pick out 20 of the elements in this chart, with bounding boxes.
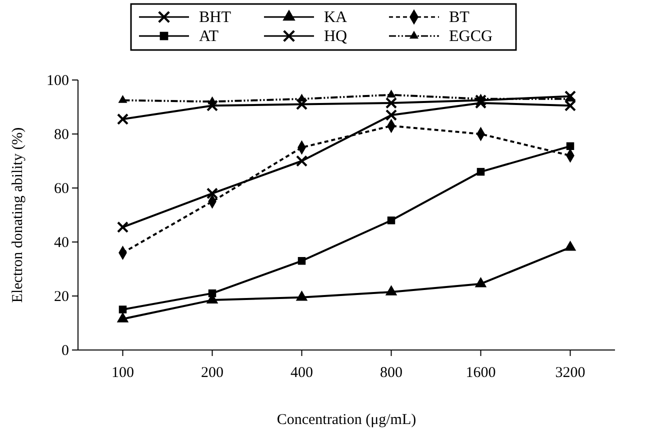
x-tick-label: 800 (380, 365, 402, 381)
y-axis-title: Electron donating ability (%) (10, 127, 26, 303)
x-tick-label: 200 (201, 365, 224, 381)
y-tick-label: 100 (46, 72, 69, 89)
y-tick-label: 40 (54, 234, 69, 251)
y-tick-label: 60 (54, 180, 69, 197)
legend-label: HQ (324, 28, 348, 45)
y-tick-label: 80 (54, 126, 69, 143)
legend-label: BT (449, 9, 470, 26)
x-tick-label: 100 (112, 365, 134, 381)
x-axis-title: Concentration (μg/mL) (276, 412, 416, 428)
legend-label: EGCG (449, 28, 493, 45)
legend-label: AT (199, 28, 219, 45)
legend-label: KA (324, 9, 348, 26)
x-tick-label: 400 (290, 365, 313, 381)
x-tick-label: 1600 (466, 365, 496, 381)
legend-label: BHT (199, 9, 232, 26)
y-tick-label: 20 (54, 288, 69, 305)
x-tick-label: 3200 (555, 365, 586, 381)
y-tick-label: 0 (62, 342, 69, 359)
